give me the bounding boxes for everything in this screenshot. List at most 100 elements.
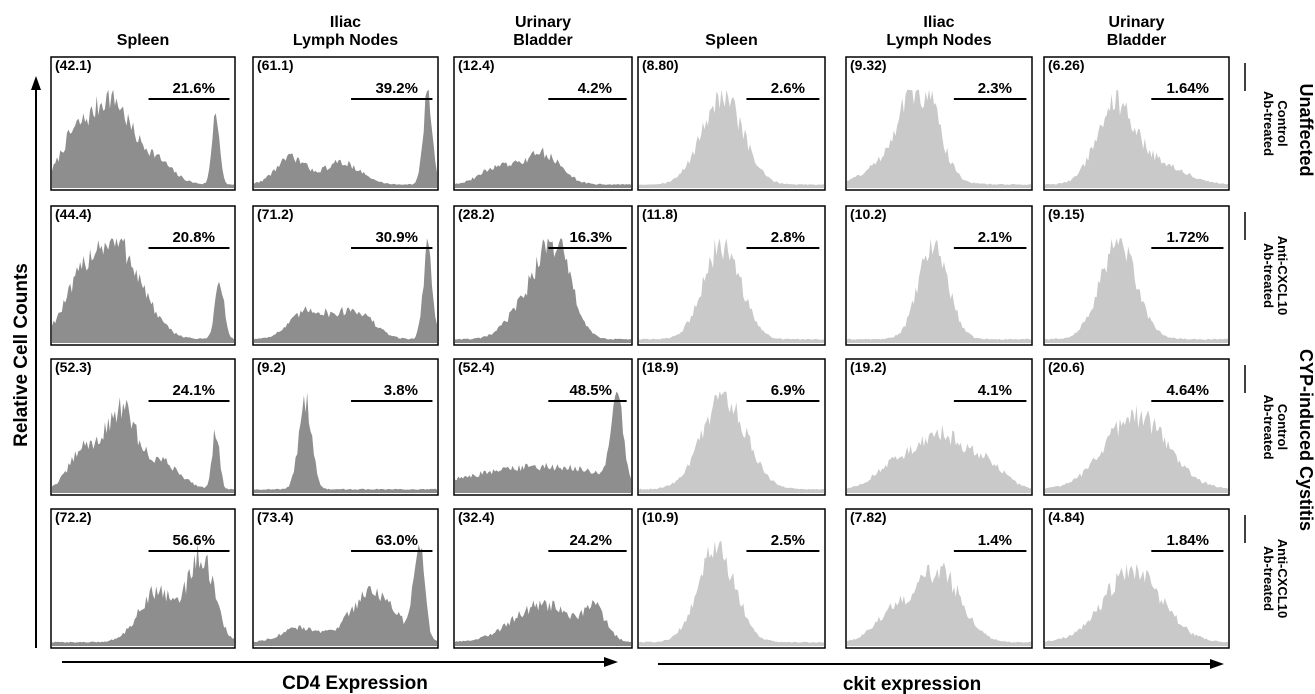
gate-percent-label: 1.4% (978, 532, 1012, 549)
histogram-panel: (7.82) 1.4% (845, 508, 1033, 649)
gate-percent-label: 24.2% (569, 532, 612, 549)
histogram-panel: (52.3) 24.1% (50, 358, 236, 496)
histogram-panel: (28.2) 16.3% (453, 205, 633, 346)
cell-count-label: (8.80) (642, 57, 679, 73)
cd4-axis-arrowhead (604, 657, 618, 667)
histogram-fill (254, 89, 437, 188)
histogram-panel: (10.9) 2.5% (637, 508, 826, 649)
row-label-line: Ab-treated (1261, 91, 1276, 156)
panel-frame (50, 56, 236, 191)
histogram-panel: (12.4) 4.2% (453, 56, 633, 191)
row-label-line: Control (1275, 404, 1290, 450)
histogram-fill (847, 238, 1031, 343)
histogram-panel: (72.2) 56.6% (50, 508, 236, 649)
histogram-fill (52, 238, 234, 343)
gate-percent-label: 2.6% (771, 80, 805, 97)
gate-percent-label: 39.2% (375, 80, 418, 97)
gate-percent-label: 21.6% (172, 80, 215, 97)
panel-frame (845, 56, 1033, 191)
gate-percent-label: 2.8% (771, 229, 805, 246)
panel-frame (637, 508, 826, 649)
panel-frame (845, 205, 1033, 346)
cell-count-label: (52.4) (458, 359, 495, 375)
histogram-panel: (32.4) 24.2% (453, 508, 633, 649)
panel-frame (453, 508, 633, 649)
histogram-fill (455, 147, 631, 188)
panel-frame (252, 56, 439, 191)
group-label-text: Unaffected (1296, 83, 1315, 176)
column-header: Spleen (117, 32, 169, 49)
histogram-fill (1045, 238, 1228, 343)
histogram-panel: (42.1) 21.6% (50, 56, 236, 191)
cell-count-label: (7.82) (850, 509, 887, 525)
panel-frame (252, 508, 439, 649)
panel-frame (453, 205, 633, 346)
gate-percent-label: 56.6% (172, 532, 215, 549)
gate-percent-label: 1.72% (1166, 229, 1209, 246)
cell-count-label: (72.2) (55, 509, 92, 525)
gate-percent-label: 16.3% (569, 229, 612, 246)
histogram-fill (1045, 563, 1228, 646)
gate-percent-label: 2.3% (978, 80, 1012, 97)
cell-count-label: (9.2) (257, 359, 286, 375)
cell-count-label: (19.2) (850, 359, 887, 375)
gate-percent-label: 2.1% (978, 229, 1012, 246)
panel-frame (637, 358, 826, 496)
histogram-fill (455, 238, 631, 343)
row-label-line: Anti-CXCL10 (1275, 236, 1290, 315)
histogram-fill (254, 392, 437, 493)
histogram-panel: (9.2) 3.8% (252, 358, 439, 496)
histogram-fill (639, 391, 824, 493)
group-label: Unaffected (1296, 83, 1315, 176)
panel-frame (637, 56, 826, 191)
histogram-fill (847, 562, 1031, 646)
histogram-panel: (44.4) 20.8% (50, 205, 236, 346)
cell-count-label: (9.15) (1048, 206, 1085, 222)
group-label: CYP-induced Cystitis (1296, 349, 1315, 531)
column-header: Lymph Nodes (886, 32, 991, 49)
cell-count-label: (9.32) (850, 57, 887, 73)
gate-percent-label: 1.84% (1166, 532, 1209, 549)
histogram-fill (847, 424, 1031, 493)
gate-percent-label: 4.64% (1166, 382, 1209, 399)
panel-frame (845, 358, 1033, 496)
histogram-fill (52, 543, 234, 646)
column-header: Urinary (515, 14, 571, 31)
cell-count-label: (42.1) (55, 57, 92, 73)
cell-count-label: (61.1) (257, 57, 294, 73)
gate-percent-label: 2.5% (771, 532, 805, 549)
histogram-panel: (73.4) 63.0% (252, 508, 439, 649)
row-label-line: Ab-treated (1261, 394, 1276, 459)
panel-frame (1043, 508, 1230, 649)
gate-percent-label: 48.5% (569, 382, 612, 399)
histogram-panel: (52.4) 48.5% (453, 358, 633, 496)
panel-frame (50, 205, 236, 346)
y-axis-label: Relative Cell Counts (11, 263, 32, 447)
column-header: Iliac (923, 14, 954, 31)
column-header: Bladder (1107, 32, 1167, 49)
panel-frame (1043, 358, 1230, 496)
histogram-panel: (6.26) 1.64% (1043, 56, 1230, 191)
cell-count-label: (10.2) (850, 206, 887, 222)
row-label-line: Ab-treated (1261, 243, 1276, 308)
column-header: Lymph Nodes (293, 32, 398, 49)
histogram-panel: (71.2) 30.9% (252, 205, 439, 346)
gate-percent-label: 1.64% (1166, 80, 1209, 97)
column-header: Bladder (513, 32, 573, 49)
cell-count-label: (10.9) (642, 509, 679, 525)
histogram-fill (847, 89, 1031, 188)
histogram-fill (254, 544, 437, 646)
ckit-axis-label: ckit expression (843, 674, 981, 694)
row-label-line: Control (1275, 100, 1290, 146)
panel-frame (50, 508, 236, 649)
row-label-line: Anti-CXCL10 (1275, 539, 1290, 618)
histogram-panel: (11.8) 2.8% (637, 205, 826, 346)
panel-frame (845, 508, 1033, 649)
cd4-axis-label: CD4 Expression (282, 673, 428, 694)
histogram-fill (52, 89, 234, 188)
histogram-fill (639, 238, 824, 343)
row-label-line: Ab-treated (1261, 546, 1276, 611)
panel-frame (1043, 56, 1230, 191)
